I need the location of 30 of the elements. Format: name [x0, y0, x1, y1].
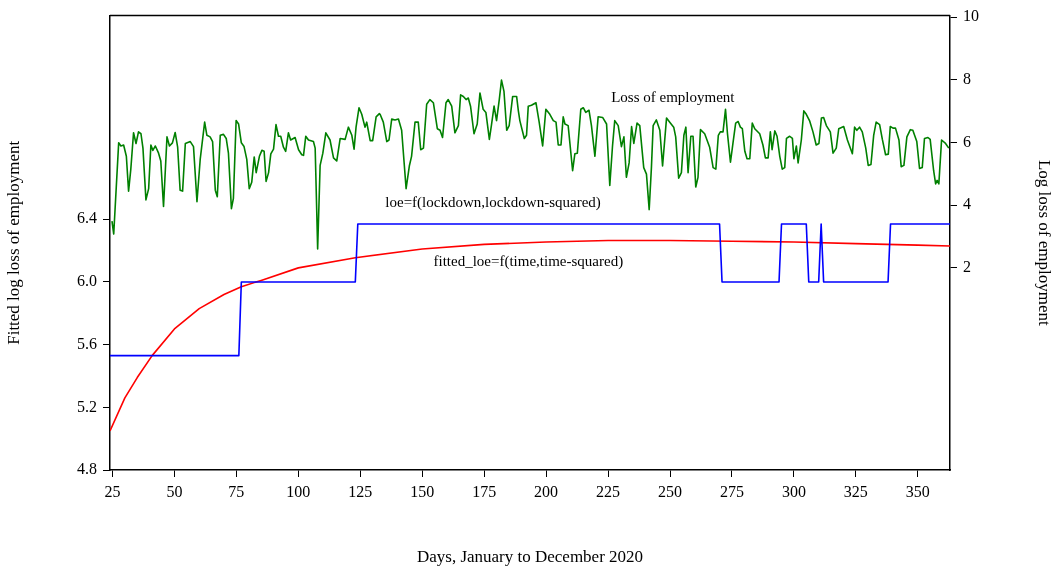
y-tick-label: 5.2 — [77, 397, 97, 415]
y-tick-label: 4.8 — [77, 460, 97, 478]
x-tick-label: 200 — [534, 482, 559, 500]
x-axis-title: Days, January to December 2020 — [416, 547, 644, 567]
x-tick-label: 25 — [104, 482, 121, 500]
x-tick-label: 350 — [905, 482, 930, 500]
y2-tick-label: 8 — [963, 70, 971, 88]
x-tick-label: 325 — [843, 482, 868, 500]
annotation: Loss of employment — [611, 88, 736, 105]
y-tick-label: 5.6 — [77, 334, 97, 352]
y2-tick-label: 4 — [963, 195, 971, 213]
x-tick-label: 225 — [596, 482, 621, 500]
y2-tick-label: 6 — [963, 132, 971, 150]
annotation: fitted_loe=f(time,time-squared) — [433, 252, 624, 270]
y-tick-label: 6.4 — [77, 209, 97, 227]
x-tick-label: 125 — [348, 482, 373, 500]
x-tick-label: 250 — [658, 482, 682, 500]
x-tick-label: 50 — [166, 482, 183, 500]
x-tick-label: 175 — [472, 482, 497, 500]
y-axis-title: Fitted log loss of employment — [3, 140, 23, 345]
annotation: loe=f(lockdown,lockdown-squared) — [385, 193, 601, 211]
x-tick-label: 75 — [228, 482, 245, 500]
y2-axis-title: Log loss of employment — [1035, 159, 1055, 326]
x-tick-label: 150 — [410, 482, 435, 500]
x-tick-label: 275 — [719, 482, 744, 500]
x-tick-label: 100 — [286, 482, 311, 500]
x-tick-label: 300 — [781, 482, 806, 500]
y2-tick-label: 10 — [963, 7, 979, 25]
y-tick-label: 6.0 — [77, 272, 97, 290]
y2-tick-label: 2 — [963, 258, 971, 276]
